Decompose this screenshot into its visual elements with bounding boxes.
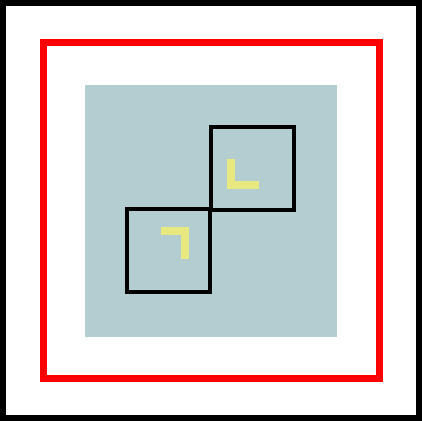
corner-marker-icon xyxy=(225,155,265,195)
game-board xyxy=(85,85,337,337)
corner-marker-icon xyxy=(157,225,197,265)
tile-lower-left[interactable] xyxy=(125,207,212,294)
tile-upper-right[interactable] xyxy=(209,125,296,212)
